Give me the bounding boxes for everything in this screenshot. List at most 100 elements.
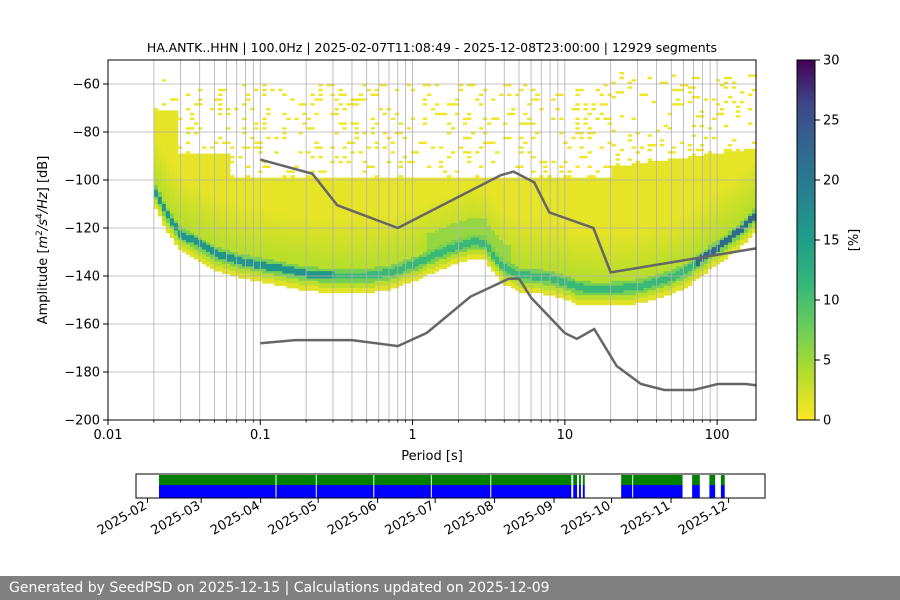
heatmap-cell — [157, 136, 163, 140]
heatmap-cell — [173, 218, 179, 222]
heatmap-cell — [430, 180, 436, 183]
heatmap-cell — [193, 175, 199, 178]
heatmap-cell — [410, 220, 416, 224]
heatmap-cell — [559, 280, 564, 284]
heatmap-cell — [567, 271, 572, 274]
heatmap-cell — [454, 192, 460, 195]
heatmap-cell — [354, 278, 359, 282]
heatmap-cell — [366, 165, 372, 168]
heatmap-cell — [294, 240, 299, 243]
heatmap-cell — [198, 180, 203, 183]
heatmap-cell — [222, 216, 227, 219]
heatmap-cell — [181, 192, 187, 195]
heatmap-cell — [543, 170, 548, 173]
heatmap-cell — [531, 98, 536, 101]
heatmap-cell — [306, 237, 311, 241]
heatmap-cell — [266, 194, 271, 198]
heatmap-cell — [362, 278, 367, 282]
heatmap-cell — [567, 230, 572, 234]
heatmap-cell — [503, 235, 508, 238]
heatmap-cell — [290, 175, 295, 178]
heatmap-cell — [266, 280, 271, 284]
heatmap-cell — [286, 177, 291, 181]
heatmap-cell — [226, 264, 231, 267]
heatmap-cell — [250, 271, 255, 274]
heatmap-cell — [531, 259, 536, 262]
heatmap-cell — [246, 175, 251, 178]
heatmap-cell — [563, 271, 568, 274]
heatmap-cell — [563, 261, 568, 265]
heatmap-cell — [185, 204, 191, 207]
heatmap-cell — [318, 276, 323, 279]
heatmap-cell — [310, 285, 315, 289]
heatmap-cell — [278, 199, 283, 202]
heatmap-cell — [362, 271, 367, 274]
heatmap-cell — [567, 273, 572, 277]
heatmap-cell — [318, 290, 323, 294]
heatmap-cell — [390, 151, 396, 154]
heatmap-cell — [495, 187, 500, 190]
heatmap-cell — [551, 220, 556, 224]
heatmap-cell — [218, 153, 223, 157]
heatmap-cell — [334, 235, 339, 238]
heatmap-cell — [218, 235, 223, 238]
heatmap-cell — [206, 242, 211, 246]
heatmap-cell — [422, 242, 428, 246]
heatmap-cell — [246, 206, 251, 210]
heatmap-cell — [374, 225, 380, 229]
heatmap-cell — [466, 194, 472, 198]
heatmap-cell — [390, 283, 396, 286]
heatmap-cell — [547, 223, 552, 226]
heatmap-cell — [266, 230, 271, 234]
heatmap-cell — [302, 280, 307, 284]
heatmap-cell — [374, 187, 380, 190]
heatmap-cell — [193, 240, 199, 243]
heatmap-cell — [442, 223, 448, 226]
heatmap-cell — [470, 252, 476, 255]
heatmap-cell — [342, 235, 347, 238]
heatmap-cell — [446, 192, 452, 195]
heatmap-cell — [206, 213, 211, 217]
heatmap-cell — [559, 189, 564, 193]
heatmap-cell — [177, 117, 183, 120]
heatmap-cell — [491, 204, 496, 207]
heatmap-cell — [362, 259, 367, 262]
heatmap-cell — [298, 247, 303, 250]
heatmap-cell — [222, 213, 227, 217]
heatmap-cell — [262, 261, 267, 265]
heatmap-cell — [418, 247, 424, 250]
heatmap-cell — [474, 175, 480, 178]
heatmap-cell — [161, 117, 167, 121]
heatmap-cell — [567, 211, 572, 214]
heatmap-cell — [290, 218, 295, 222]
heatmap-cell — [563, 240, 568, 243]
heatmap-cell — [334, 244, 339, 248]
heatmap-cell — [438, 165, 444, 168]
heatmap-cell — [410, 223, 416, 226]
heatmap-cell — [354, 252, 359, 255]
heatmap-cell — [559, 206, 564, 210]
heatmap-cell — [342, 208, 347, 212]
heatmap-cell — [189, 175, 195, 178]
heatmap-cell — [374, 223, 380, 226]
heatmap-cell — [198, 228, 203, 231]
heatmap-cell — [206, 240, 211, 243]
heatmap-cell — [222, 187, 227, 190]
heatmap-cell — [358, 247, 363, 250]
heatmap-cell — [491, 220, 496, 224]
heatmap-cell — [358, 235, 363, 238]
heatmap-cell — [390, 201, 396, 205]
heatmap-cell — [358, 218, 363, 222]
heatmap-cell — [394, 254, 400, 258]
heatmap-cell — [177, 192, 183, 195]
heatmap-cell — [563, 235, 568, 238]
heatmap-cell — [298, 264, 303, 267]
heatmap-cell — [531, 182, 536, 186]
heatmap-cell — [157, 180, 163, 183]
heatmap-cell — [230, 244, 235, 248]
heatmap-cell — [474, 199, 480, 202]
heatmap-cell — [551, 240, 556, 243]
heatmap-cell — [157, 122, 163, 126]
heatmap-cell — [290, 201, 295, 205]
heatmap-cell — [286, 223, 291, 226]
